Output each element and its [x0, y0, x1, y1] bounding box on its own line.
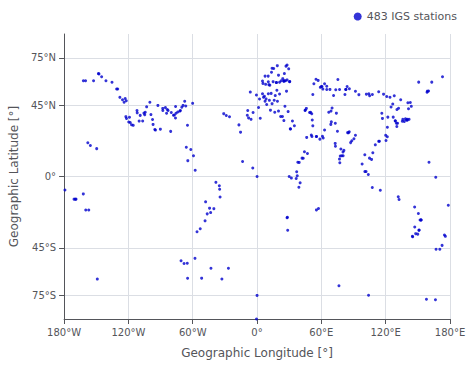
svg-text:0°: 0°: [45, 171, 56, 182]
svg-text:120°E: 120°E: [370, 327, 400, 338]
svg-text:75°N: 75°N: [31, 52, 56, 63]
svg-text:45°N: 45°N: [31, 100, 56, 111]
svg-text:60°W: 60°W: [179, 327, 207, 338]
svg-text:483 IGS stations: 483 IGS stations: [367, 10, 458, 23]
svg-text:120°W: 120°W: [111, 327, 145, 338]
svg-text:45°S: 45°S: [32, 242, 56, 253]
svg-text:75°S: 75°S: [32, 290, 56, 301]
svg-text:60°E: 60°E: [309, 327, 333, 338]
svg-text:Geographic Latitude [°]: Geographic Latitude [°]: [7, 106, 21, 247]
svg-text:Geographic Longitude [°]: Geographic Longitude [°]: [181, 346, 333, 360]
svg-text:180°W: 180°W: [47, 327, 81, 338]
svg-text:180°E: 180°E: [435, 327, 465, 338]
svg-text:0°: 0°: [251, 327, 262, 338]
